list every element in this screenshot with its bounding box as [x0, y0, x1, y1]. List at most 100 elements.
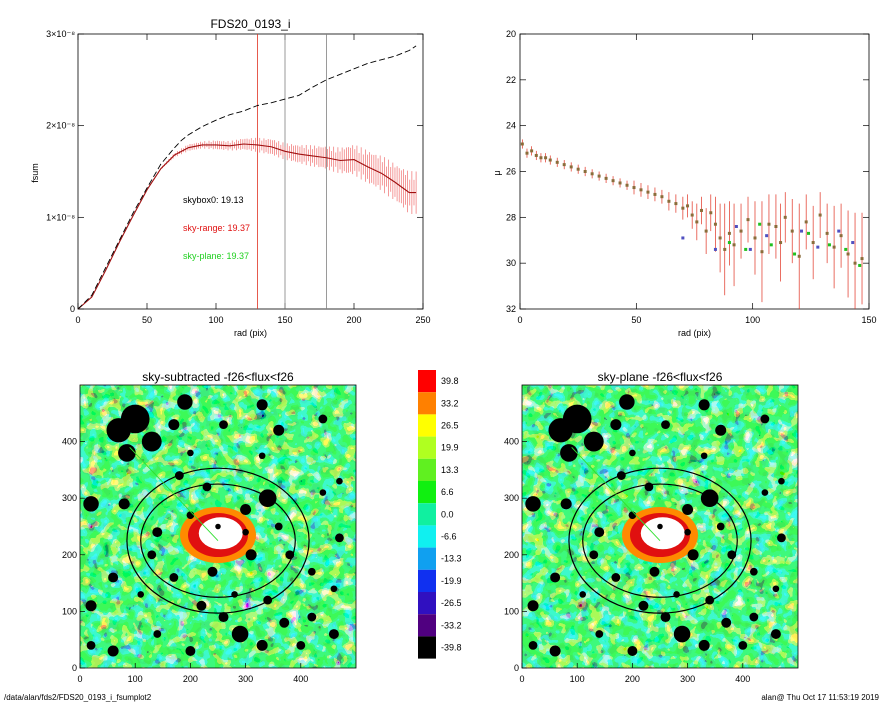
sky-plane-y-tick-label: 0	[514, 663, 519, 673]
mu-point-s0	[525, 151, 529, 155]
mu-y-tick-label: 24	[506, 121, 516, 131]
colorbar-label: -39.8	[441, 643, 462, 653]
sky-subtracted-masked-star	[256, 639, 268, 651]
mu-x-tick-label: 100	[745, 315, 760, 325]
sky-subtracted-galaxy-core	[198, 517, 243, 550]
mu-point-s0	[723, 247, 727, 251]
mu-x-tick-label: 150	[861, 315, 876, 325]
sky-subtracted-x-tick-label: 400	[293, 674, 308, 684]
colorbar-swatch	[418, 547, 436, 570]
colorbar-label: 39.8	[441, 376, 459, 386]
sky-subtracted-masked-star	[274, 522, 283, 531]
colorbar-swatch	[418, 436, 436, 459]
mu-point-s0	[539, 156, 543, 160]
mu-point-s0	[544, 156, 548, 160]
mu-point-s0	[704, 229, 708, 233]
sky-subtracted-masked-star	[118, 498, 130, 510]
sky-plane-masked-star	[528, 640, 538, 650]
sky-subtracted-masked-star	[273, 424, 285, 436]
sky-plane-masked-star	[594, 527, 605, 538]
sky-subtracted-masked-star	[240, 504, 252, 516]
mu-point-s0	[660, 195, 664, 199]
sky-plane-y-tick-label: 100	[504, 606, 519, 616]
mu-point-s0	[520, 142, 524, 146]
mu-point-s0	[727, 231, 731, 235]
fsum-y-tick-label: 2×10⁻⁸	[46, 121, 75, 131]
mu-point-s0	[709, 211, 713, 215]
sky-subtracted-masked-star	[296, 640, 306, 650]
colorbar-swatch	[418, 392, 436, 415]
sky-subtracted-masked-star	[187, 449, 194, 457]
sky-plane-masked-star	[562, 404, 592, 434]
sky-subtracted-masked-star	[335, 533, 344, 543]
sky-subtracted-masked-star	[107, 645, 119, 657]
colorbar-label: 26.5	[441, 421, 459, 431]
colorbar-swatch	[418, 614, 436, 637]
sky-subtracted-title: sky-subtracted -f26<flux<f26	[142, 370, 294, 384]
mu-y-tick-label: 26	[506, 167, 516, 177]
sky-plane-y-tick-label: 400	[504, 437, 519, 447]
fsum-plot-title: FDS20_0193_i	[210, 17, 290, 31]
sky-plane-masked-star	[698, 639, 710, 651]
mu-point-s0	[590, 172, 594, 176]
sky-plane-x-tick-label: 100	[570, 674, 585, 684]
colorbar-swatch	[418, 370, 436, 393]
mu-point-s1	[793, 252, 797, 256]
mu-point-s0	[548, 158, 552, 162]
sky-plane-masked-star	[770, 629, 781, 640]
mu-point-s2	[748, 247, 752, 251]
mu-point-s0	[639, 188, 643, 192]
sky-subtracted-masked-star	[168, 419, 180, 431]
fsum-plot-frame	[77, 33, 424, 310]
sky-subtracted-y-tick-label: 100	[62, 606, 77, 616]
mu-point-s2	[800, 229, 804, 233]
sky-subtracted-y-tick-label: 300	[62, 493, 77, 503]
sky-plane-masked-star	[682, 504, 694, 516]
mu-point-s0	[569, 165, 573, 169]
mu-x-tick-label: 50	[631, 315, 641, 325]
mu-point-s0	[576, 167, 580, 171]
sky-plane-masked-star	[760, 414, 770, 424]
colorbar-label: 0.0	[441, 509, 454, 519]
footer-timestamp: alan@ Thu Oct 17 11:53:19 2019	[761, 693, 879, 702]
sky-plane-masked-star	[627, 646, 638, 656]
mu-point-s0	[811, 241, 815, 245]
colorbar-swatch	[418, 481, 436, 504]
sky-subtracted-direction-line	[129, 446, 219, 541]
fsum-y-axis-label: fsum	[30, 163, 40, 183]
sky-subtracted-masked-star	[245, 549, 257, 561]
mu-point-s0	[779, 241, 783, 245]
sky-subtracted-x-tick-label: 300	[238, 674, 253, 684]
colorbar-label: -33.2	[441, 620, 462, 630]
sky-plane-masked-star	[579, 591, 587, 598]
sky-plane-image	[522, 385, 798, 668]
sky-plane-masked-star	[687, 549, 699, 561]
mu-point-s0	[774, 225, 778, 228]
fsum-x-tick-label: 150	[277, 315, 292, 325]
fsum-x-axis-label: rad (pix)	[234, 328, 267, 338]
sky-plane-masked-star	[777, 533, 786, 543]
sky-subtracted-y-tick-label: 0	[72, 663, 77, 673]
sky-plane-x-tick-label: 400	[735, 674, 750, 684]
sky-subtracted-masked-star	[186, 511, 195, 520]
sky-plane-x-tick-label: 200	[625, 674, 640, 684]
mu-point-s0	[611, 179, 615, 183]
mu-point-s0	[839, 234, 843, 238]
mu-y-tick-label: 28	[506, 212, 516, 222]
colorbar-label: -26.5	[441, 598, 462, 608]
mu-point-s0	[530, 149, 534, 153]
sky-subtracted-masked-star	[242, 528, 249, 536]
sky-subtracted-masked-star	[141, 431, 162, 452]
mu-point-s0	[555, 160, 559, 164]
sky-subtracted-masked-star	[169, 573, 179, 582]
mu-point-s0	[618, 181, 622, 185]
fsum-x-tick-label: 200	[346, 315, 361, 325]
sky-plane-masked-star	[673, 625, 691, 643]
mu-x-tick-label: 0	[517, 315, 522, 325]
sky-plane-masked-star	[595, 630, 604, 638]
sky-plane-masked-star	[661, 420, 670, 430]
mu-point-s0	[653, 192, 657, 196]
sky-subtracted-x-tick-label: 0	[77, 674, 82, 684]
sky-plane-direction-line	[571, 446, 661, 541]
sky-subtracted-masked-star	[137, 591, 145, 598]
